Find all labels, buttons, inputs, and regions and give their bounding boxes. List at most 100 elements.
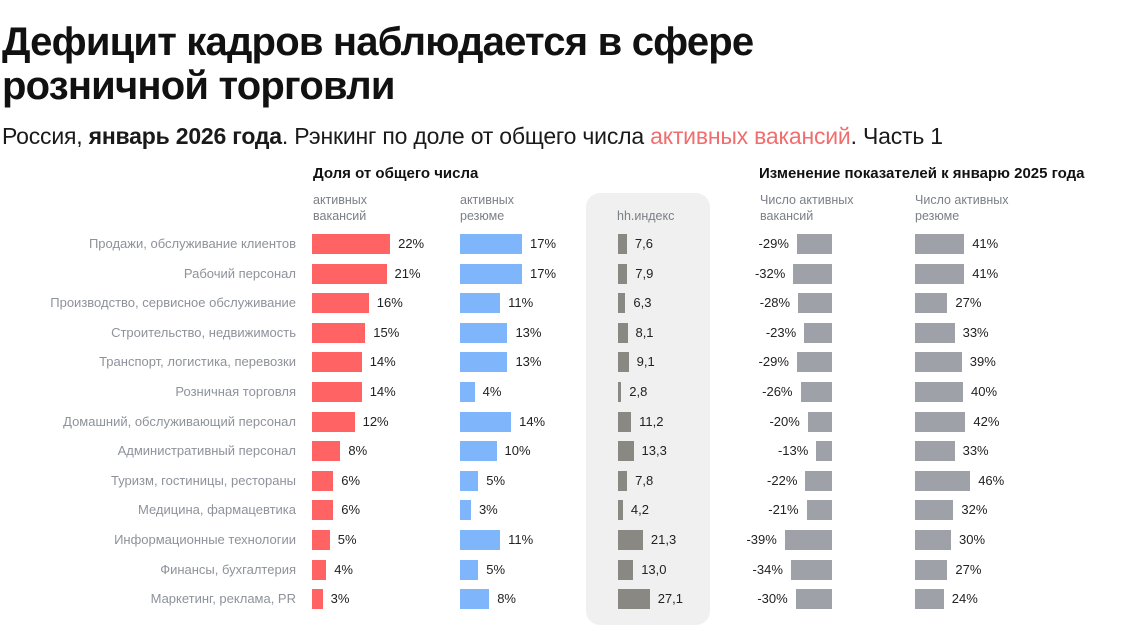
bar-hh-index	[618, 500, 623, 520]
bar-change-vacancies	[800, 382, 832, 402]
data-label-hh-index: 11,2	[639, 414, 664, 429]
data-label-change-vacancies: -23%	[765, 325, 797, 340]
bar-change-resumes	[915, 560, 948, 580]
column-header-change-vacancies: Число активных вакансий	[760, 192, 853, 224]
bar-change-resumes	[915, 471, 971, 491]
data-label-change-resumes: 33%	[962, 443, 989, 458]
data-label-share-vacancies: 15%	[373, 325, 400, 340]
data-label-share-vacancies: 16%	[376, 295, 403, 310]
data-label-share-resumes: 17%	[530, 266, 557, 281]
category-label: Медицина, фармацевтика	[138, 502, 296, 517]
data-label-hh-index: 8,1	[635, 325, 654, 340]
bar-change-resumes	[915, 441, 955, 461]
bar-share-resumes	[460, 412, 512, 432]
bar-share-resumes	[460, 382, 475, 402]
data-label-share-vacancies: 5%	[337, 532, 357, 547]
bar-share-vacancies	[312, 352, 362, 372]
bar-change-resumes	[915, 382, 963, 402]
subtitle-prefix: Россия,	[2, 123, 89, 149]
data-label-hh-index: 27,1	[657, 591, 684, 606]
bar-change-vacancies	[806, 500, 832, 520]
data-label-change-resumes: 27%	[955, 562, 982, 577]
bar-change-vacancies	[795, 589, 832, 609]
subtitle-mid: . Рэнкинг по доле от общего числа	[281, 123, 651, 149]
bar-share-vacancies	[312, 441, 341, 461]
bar-change-resumes	[915, 412, 966, 432]
bar-change-resumes	[915, 530, 951, 550]
category-label: Продажи, обслуживание клиентов	[88, 236, 296, 251]
column-header-share-vacancies: активных вакансий	[313, 192, 367, 224]
bar-share-vacancies	[312, 589, 323, 609]
bar-share-vacancies	[312, 264, 387, 284]
bar-share-vacancies	[312, 412, 355, 432]
data-label-change-vacancies: -21%	[768, 502, 799, 517]
subtitle-date: январь 2026 года	[88, 123, 282, 149]
data-label-change-vacancies: -28%	[759, 295, 791, 310]
subtitle-suffix: . Часть 1	[850, 123, 944, 149]
bar-change-vacancies	[796, 352, 832, 372]
category-label: Домашний, обслуживающий персонал	[63, 414, 296, 429]
bar-change-resumes	[915, 589, 944, 609]
data-label-change-vacancies: -26%	[762, 384, 793, 399]
bar-share-vacancies	[312, 293, 369, 313]
data-label-hh-index: 4,2	[630, 502, 649, 517]
data-label-share-resumes: 13%	[515, 354, 542, 369]
bar-hh-index	[618, 530, 643, 550]
data-label-change-vacancies: -29%	[758, 354, 789, 369]
data-label-hh-index: 7,8	[635, 473, 654, 488]
bar-change-vacancies	[790, 560, 832, 580]
data-label-change-resumes: 24%	[951, 591, 978, 606]
bar-hh-index	[618, 471, 628, 491]
data-label-share-resumes: 11%	[508, 532, 534, 547]
bar-share-vacancies	[312, 471, 334, 491]
data-label-hh-index: 7,9	[635, 266, 654, 281]
bar-change-vacancies	[793, 264, 832, 284]
column-header-line: вакансий	[313, 209, 367, 223]
data-label-hh-index: 6,3	[633, 295, 652, 310]
data-label-share-resumes: 8%	[497, 591, 516, 606]
category-label: Транспорт, логистика, перевозки	[99, 354, 296, 369]
bar-change-vacancies	[816, 441, 832, 461]
bar-hh-index	[618, 382, 622, 402]
data-label-share-resumes: 14%	[519, 414, 546, 429]
column-header-line: резюме	[460, 209, 505, 223]
data-label-share-vacancies: 14%	[369, 354, 396, 369]
group-title-share: Доля от общего числа	[313, 165, 479, 182]
data-label-change-vacancies: -22%	[767, 473, 798, 488]
data-label-share-vacancies: 21%	[394, 266, 421, 281]
category-label: Административный персонал	[117, 443, 296, 458]
bar-hh-index	[618, 323, 628, 343]
bar-hh-index	[618, 589, 650, 609]
bar-change-vacancies	[805, 471, 832, 491]
bar-share-vacancies	[312, 382, 362, 402]
bar-share-vacancies	[312, 500, 334, 520]
data-label-change-resumes: 30%	[959, 532, 986, 547]
bar-hh-index	[618, 293, 626, 313]
data-label-change-resumes: 40%	[971, 384, 998, 399]
bar-share-resumes	[460, 264, 522, 284]
category-label: Розничная торговля	[175, 384, 296, 399]
chart-subtitle: Россия, январь 2026 года. Рэнкинг по дол…	[2, 121, 943, 151]
column-header-line: активных	[460, 193, 515, 207]
column-header-hh-index: hh.индекс	[617, 208, 674, 224]
data-label-change-resumes: 32%	[961, 502, 988, 517]
bar-share-resumes	[460, 234, 522, 254]
data-label-change-vacancies: -32%	[754, 266, 786, 281]
chart-title: Дефицит кадров наблюдается в сфере розни…	[2, 20, 754, 108]
bar-share-vacancies	[312, 323, 366, 343]
data-label-change-vacancies: -20%	[769, 414, 800, 429]
data-label-share-resumes: 10%	[504, 443, 531, 458]
data-label-change-resumes: 33%	[962, 325, 989, 340]
data-label-hh-index: 2,8	[629, 384, 648, 399]
column-header-line: активных	[313, 193, 368, 207]
data-label-share-resumes: 11%	[508, 295, 534, 310]
data-label-share-vacancies: 12%	[362, 414, 389, 429]
bar-share-vacancies	[312, 560, 327, 580]
data-label-share-vacancies: 3%	[330, 591, 350, 606]
category-label: Информационные технологии	[114, 532, 296, 547]
column-header-line: вакансий	[760, 209, 814, 223]
data-label-change-resumes: 41%	[972, 236, 999, 251]
category-label: Маркетинг, реклама, PR	[150, 591, 296, 606]
data-label-hh-index: 13,3	[641, 443, 667, 458]
bar-change-resumes	[915, 234, 965, 254]
